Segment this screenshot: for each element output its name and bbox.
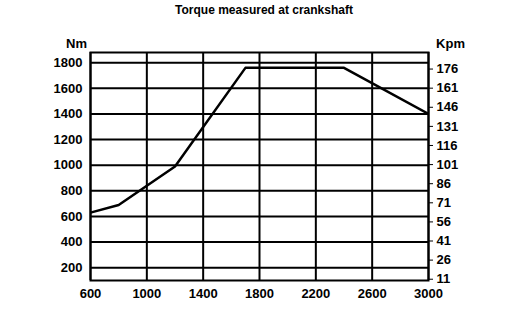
svg-text:800: 800 [61,183,83,198]
svg-text:26: 26 [437,252,451,267]
svg-text:600: 600 [61,209,83,224]
svg-text:1400: 1400 [189,286,218,301]
svg-text:3000: 3000 [414,286,443,301]
svg-text:1200: 1200 [54,132,83,147]
svg-text:Kpm: Kpm [436,36,465,51]
svg-text:101: 101 [437,157,459,172]
svg-text:1000: 1000 [54,157,83,172]
svg-text:176: 176 [437,61,459,76]
svg-text:600: 600 [80,286,102,301]
svg-text:116: 116 [437,138,458,153]
svg-text:146: 146 [437,99,459,114]
svg-text:1600: 1600 [54,81,83,96]
svg-text:400: 400 [61,234,83,249]
svg-text:200: 200 [61,260,83,275]
svg-text:2600: 2600 [358,286,387,301]
svg-text:11: 11 [437,271,451,286]
svg-text:161: 161 [437,80,459,95]
svg-text:1800: 1800 [245,286,274,301]
svg-text:131: 131 [437,119,459,134]
html-text:Torque measured at crankshaft: Torque measured at crankshaft [175,3,353,17]
svg-text:1800: 1800 [54,55,83,70]
svg-text:41: 41 [437,233,451,248]
svg-text:2200: 2200 [301,286,330,301]
svg-text:71: 71 [437,195,451,210]
svg-text:1400: 1400 [54,106,83,121]
svg-text:56: 56 [437,214,451,229]
svg-text:Nm: Nm [66,36,87,51]
svg-text:1000: 1000 [132,286,161,301]
svg-text:86: 86 [437,176,451,191]
